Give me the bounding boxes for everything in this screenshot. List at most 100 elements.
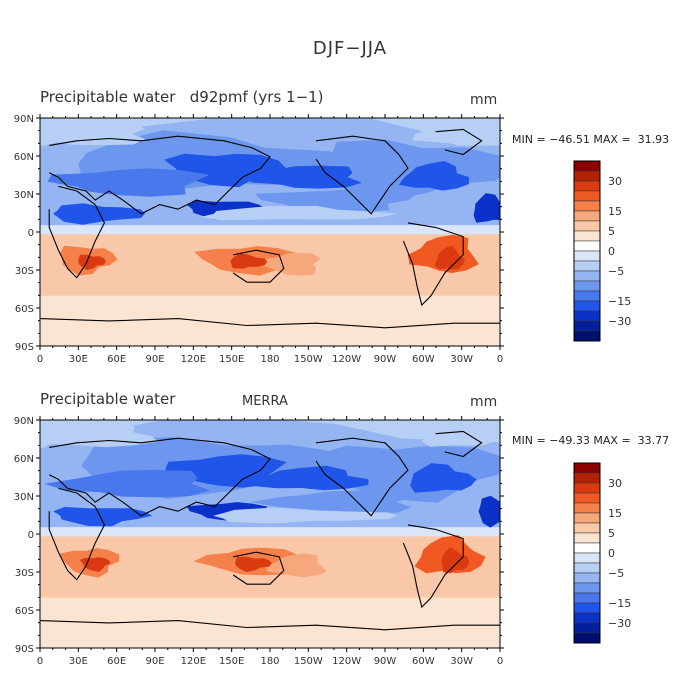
colorbar-swatch <box>573 552 601 564</box>
colorbar-label: 5 <box>608 225 615 238</box>
lat-tick-label: 60S <box>15 304 34 315</box>
colorbar-swatch <box>573 300 601 312</box>
colorbar-swatch <box>573 330 601 342</box>
min-value: −46.51 <box>549 133 590 146</box>
colorbar-swatch <box>573 482 601 494</box>
lat-tick-label: 90S <box>15 342 34 353</box>
lon-tick-label: 60W <box>412 354 435 365</box>
colorbar-swatch <box>573 210 601 222</box>
max-value: 33.77 <box>637 434 670 447</box>
lon-tick-label: 30E <box>69 354 88 365</box>
panel-units: mm <box>470 92 498 108</box>
lat-tick-label: 90N <box>14 114 34 125</box>
max-label: MAX = <box>593 434 631 447</box>
colorbar-swatch <box>573 492 601 504</box>
lon-tick-label: 60E <box>107 354 126 365</box>
colorbar-swatch <box>573 522 601 534</box>
panel-title: Precipitable water <box>40 390 176 408</box>
lat-tick-label: 30N <box>14 492 34 503</box>
colorbar-swatch <box>573 250 601 262</box>
lon-tick-label: 150W <box>294 354 323 365</box>
figure-title: DJF−JJA <box>312 38 388 59</box>
colorbar-label: −30 <box>608 617 631 630</box>
lon-tick-label: 0 <box>497 354 503 365</box>
panel-center-label: MERRA <box>242 394 288 409</box>
colorbar-label: 15 <box>608 507 622 520</box>
colorbar-swatch <box>573 632 601 644</box>
lon-tick-label: 30W <box>450 656 473 667</box>
lat-tick-label: 0 <box>28 228 34 239</box>
colorbar-swatch <box>573 240 601 252</box>
colorbar-swatch <box>573 260 601 272</box>
lon-tick-label: 30W <box>450 354 473 365</box>
lon-tick-label: 120E <box>181 354 206 365</box>
colorbar-swatch <box>573 200 601 212</box>
colorbar-swatch <box>573 612 601 624</box>
colorbar-label: −15 <box>608 295 631 308</box>
lon-tick-label: 90W <box>374 354 397 365</box>
panel-title: Precipitable water d92pmf (yrs 1−1) <box>40 88 324 106</box>
lon-tick-label: 90E <box>145 354 164 365</box>
colorbar-label: −30 <box>608 315 631 328</box>
lon-tick-label: 180 <box>260 354 279 365</box>
stats-readout: MIN = −49.33 MAX = 33.77 <box>512 434 669 447</box>
colorbar-swatch <box>573 160 601 172</box>
field-shading <box>40 420 500 648</box>
lon-tick-label: 150W <box>294 656 323 667</box>
lon-tick-label: 0 <box>37 656 43 667</box>
lat-tick-label: 0 <box>28 530 34 541</box>
lat-tick-label: 30S <box>15 568 34 579</box>
colorbar-label: −5 <box>608 265 624 278</box>
colorbar-swatch <box>573 512 601 524</box>
colorbar-swatch <box>573 582 601 594</box>
colorbar-swatch <box>573 220 601 232</box>
lat-tick-label: 60N <box>14 454 34 465</box>
map-panel-merra: Precipitable water MERRA mm MIN = −49.33… <box>0 388 700 688</box>
colorbar-swatch <box>573 532 601 544</box>
colorbar-swatch <box>573 602 601 614</box>
lon-tick-label: 180 <box>260 656 279 667</box>
field-shading <box>40 118 500 346</box>
colorbar-swatch <box>573 170 601 182</box>
lon-tick-label: 120W <box>332 354 361 365</box>
map-panel-model: Precipitable water d92pmf (yrs 1−1) mm M… <box>0 86 700 386</box>
lon-tick-label: 150E <box>219 354 244 365</box>
lat-tick-label: 60N <box>14 152 34 163</box>
colorbar-swatch <box>573 542 601 554</box>
colorbar-swatch <box>573 290 601 302</box>
lon-tick-label: 120W <box>332 656 361 667</box>
lon-tick-label: 0 <box>497 656 503 667</box>
min-label: MIN = <box>512 133 546 146</box>
colorbar: 30 15 5 0 −5 −15 −30 <box>573 160 631 342</box>
lat-tick-label: 30S <box>15 266 34 277</box>
lon-tick-label: 150E <box>219 656 244 667</box>
lon-tick-label: 0 <box>37 354 43 365</box>
colorbar-label: 5 <box>608 527 615 540</box>
panel-units: mm <box>470 394 498 410</box>
lon-tick-label: 90W <box>374 656 397 667</box>
coastlines <box>40 430 500 631</box>
lon-tick-label: 60W <box>412 656 435 667</box>
colorbar-label: −5 <box>608 567 624 580</box>
colorbar-swatch <box>573 562 601 574</box>
colorbar-swatch <box>573 320 601 332</box>
colorbar-swatch <box>573 190 601 202</box>
colorbar-swatch <box>573 502 601 514</box>
colorbar-label: 0 <box>608 245 615 258</box>
colorbar-swatch <box>573 472 601 484</box>
colorbar-swatch <box>573 230 601 242</box>
lon-tick-label: 90E <box>145 656 164 667</box>
stats-readout: MIN = −46.51 MAX = 31.93 <box>512 133 669 146</box>
colorbar-swatch <box>573 310 601 322</box>
lat-tick-label: 30N <box>14 190 34 201</box>
colorbar-swatch <box>573 592 601 604</box>
lon-tick-label: 60E <box>107 656 126 667</box>
lat-tick-label: 90S <box>15 644 34 655</box>
colorbar-label: −15 <box>608 597 631 610</box>
max-label: MAX = <box>593 133 631 146</box>
lat-tick-label: 60S <box>15 606 34 617</box>
lon-tick-label: 120E <box>181 656 206 667</box>
colorbar-label: 30 <box>608 175 622 188</box>
